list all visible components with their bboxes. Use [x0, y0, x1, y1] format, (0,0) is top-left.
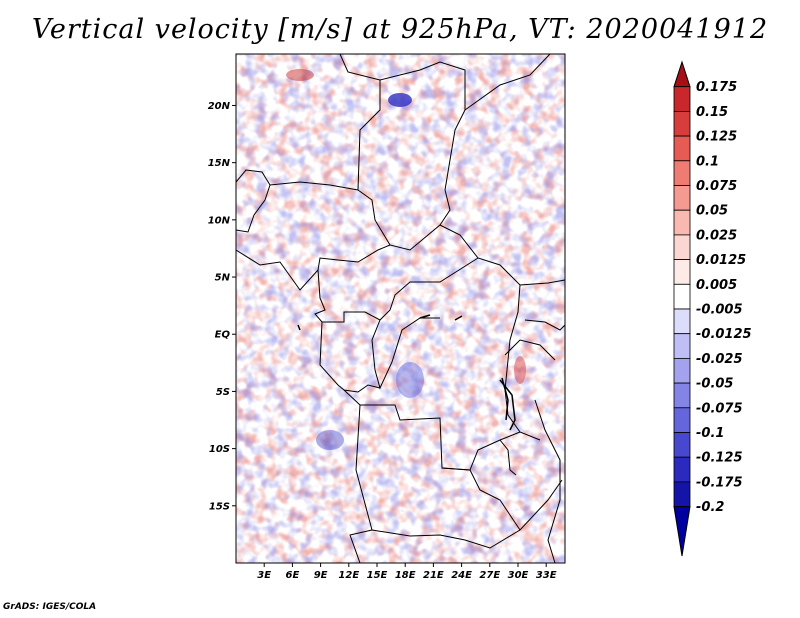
colorbar-label: -0.005	[696, 303, 743, 318]
colorbar-segment	[673, 407, 691, 433]
colorbar-segment	[673, 86, 691, 112]
latitude-axis: 20N 15N 10N 5N EQ 5S 10S 15S	[208, 101, 236, 512]
colorbar-label: -0.125	[696, 451, 743, 466]
map-title: Vertical velocity [m/s] at 925hPa, VT: 2…	[31, 14, 769, 45]
colorbar-segment	[673, 209, 691, 236]
colorbar-label: -0.1	[696, 426, 724, 441]
lon-tick-label: 6E	[286, 570, 300, 581]
lat-tick-label: 15N	[208, 158, 231, 169]
colorbar-segment	[673, 308, 691, 335]
colorbar-label: 0.005	[696, 278, 737, 293]
colorbar-segment	[673, 456, 691, 483]
colorbar-segment	[673, 111, 691, 137]
colorbar-segment	[673, 185, 691, 211]
colorbar-segment	[673, 259, 691, 285]
colorbar-label: 0.025	[696, 228, 737, 243]
lat-tick-label: EQ	[215, 330, 231, 341]
colorbar-label: 0.1	[696, 154, 719, 169]
colorbar-segment	[673, 283, 691, 310]
colorbar-label: 0.05	[696, 204, 728, 219]
colorbar-segment	[673, 357, 691, 384]
colorbar-bottom-arrow	[673, 506, 691, 557]
lon-tick-label: 27E	[479, 570, 500, 581]
country-boundaries	[236, 54, 565, 563]
colorbar-segment	[673, 333, 691, 359]
longitude-axis: 3E 6E 9E 12E 15E 18E 21E 24E 27E 30E 33E	[257, 563, 557, 581]
lon-tick-label: 12E	[338, 570, 359, 581]
colorbar-label: 0.075	[696, 179, 737, 194]
colorbar-label: 0.0125	[696, 253, 746, 268]
colorbar-label: 0.15	[696, 105, 728, 120]
colorbar-segment	[673, 234, 691, 260]
lat-tick-label: 10N	[208, 215, 231, 226]
lat-tick-label: 10S	[209, 444, 230, 455]
colorbar-segment	[673, 432, 691, 458]
colorbar-segment	[673, 135, 691, 162]
lon-tick-label: 30E	[508, 570, 529, 581]
velocity-field	[236, 54, 565, 563]
colorbar-segment	[673, 160, 691, 186]
lon-tick-label: 33E	[536, 570, 557, 581]
lon-tick-label: 9E	[314, 570, 328, 581]
map-frame	[235, 53, 566, 564]
colorbar-label: 0.125	[696, 130, 737, 145]
colorbar-label: -0.025	[696, 352, 743, 367]
lon-tick-label: 24E	[451, 570, 472, 581]
colorbar-top-arrow	[673, 60, 691, 88]
lon-tick-label: 18E	[395, 570, 416, 581]
lat-tick-label: 5N	[215, 273, 231, 284]
colorbar-label: 0.175	[696, 80, 737, 95]
colorbar-segment	[673, 382, 691, 409]
lon-tick-label: 3E	[257, 570, 271, 581]
lat-tick-label: 5S	[216, 387, 230, 398]
colorbar: 0.175 0.15 0.125 0.1 0.075 0.05 0.025 0.0125 0.0…	[673, 60, 752, 557]
colorbar-label: -0.2	[696, 500, 724, 515]
lat-tick-label: 20N	[208, 101, 231, 112]
lon-tick-label: 15E	[367, 570, 388, 581]
colorbar-label: -0.175	[696, 475, 743, 490]
lon-tick-label: 21E	[423, 570, 444, 581]
lat-tick-label: 15S	[209, 501, 230, 512]
colorbar-label: -0.05	[696, 377, 733, 392]
colorbar-label: -0.0125	[696, 327, 752, 342]
grads-credit: GrADS: IGES/COLA	[3, 602, 97, 612]
colorbar-segment	[673, 481, 691, 507]
colorbar-label: -0.075	[696, 401, 743, 416]
